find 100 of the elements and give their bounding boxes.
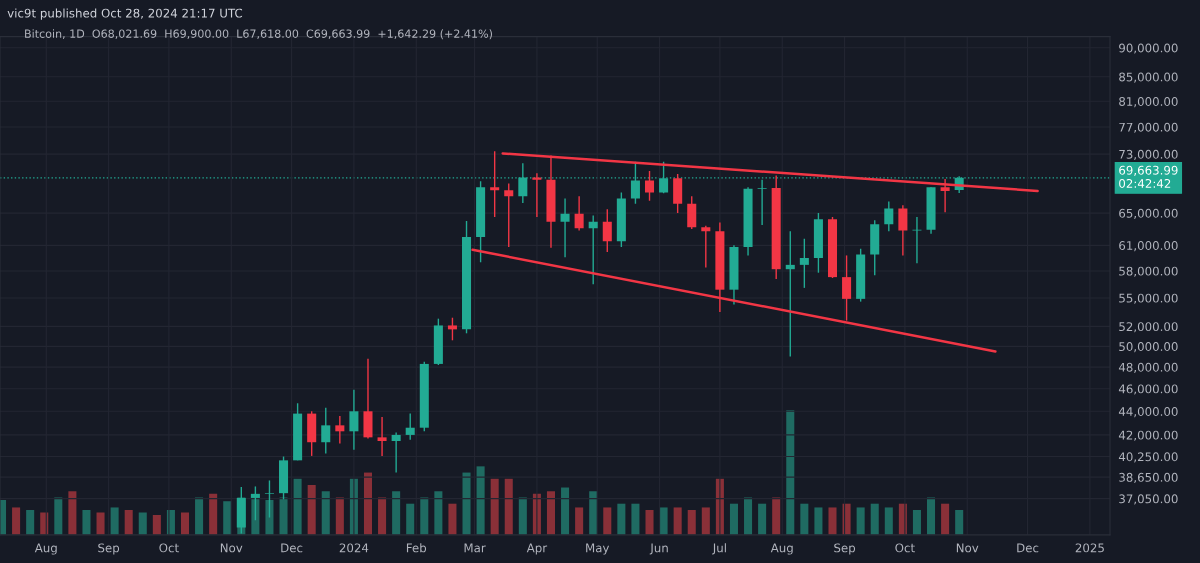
candlestick xyxy=(842,254,852,322)
bar xyxy=(476,466,485,535)
bar xyxy=(180,512,190,535)
bar xyxy=(223,501,232,535)
bar xyxy=(729,503,738,535)
y-tick-label: 85,000.00 xyxy=(1119,72,1178,83)
x-tick-label: Sep xyxy=(834,543,856,555)
bar xyxy=(110,507,119,535)
x-tick-label: Dec xyxy=(281,543,303,553)
bar xyxy=(26,509,35,535)
bar xyxy=(955,509,964,535)
bar xyxy=(307,485,316,535)
x-tick-label: 2024 xyxy=(339,543,369,553)
bar xyxy=(363,472,373,535)
bar xyxy=(814,507,823,535)
bar xyxy=(152,514,161,535)
bar xyxy=(279,497,288,535)
bar xyxy=(701,507,710,535)
candlestick xyxy=(349,389,359,451)
x-tick-label: Oct xyxy=(159,543,179,553)
y-tick-label: 40,250.00 xyxy=(1118,452,1178,463)
bar xyxy=(758,503,767,535)
bar xyxy=(927,497,936,535)
bar xyxy=(631,503,640,535)
candlestick xyxy=(644,170,655,202)
y-tick-label: 38,650.00 xyxy=(1119,472,1178,484)
candlestick xyxy=(490,150,500,218)
ref-line-label: 69,663.99 02:42:42 xyxy=(1119,165,1178,188)
bar xyxy=(321,491,330,535)
bar xyxy=(378,497,387,535)
x-tick-label: Feb xyxy=(406,543,427,553)
x-tick-label: Jun xyxy=(649,543,668,555)
bar xyxy=(589,491,598,535)
candlestick xyxy=(504,182,514,248)
candlestick xyxy=(701,225,711,269)
x-tick-label: Nov xyxy=(220,543,243,553)
x-tick-label: Dec xyxy=(1017,543,1039,553)
bar xyxy=(546,491,555,535)
y-tick-label: 61,000.00 xyxy=(1119,241,1178,252)
x-tick-label: Oct xyxy=(895,543,915,553)
bar xyxy=(744,497,753,535)
y-tick-label: 46,000.00 xyxy=(1118,384,1178,395)
bar xyxy=(96,512,105,535)
candlestick xyxy=(560,197,570,258)
y-tick-label: 37,050.00 xyxy=(1119,494,1178,505)
candlestick xyxy=(391,431,401,474)
y-tick-label: 65,000.00 xyxy=(1119,208,1178,219)
candlestick xyxy=(785,230,795,358)
bar xyxy=(138,512,147,535)
y-tick-label: 73,000.00 xyxy=(1119,149,1178,160)
candlestick xyxy=(799,238,809,289)
bar xyxy=(265,499,274,535)
chart-title: vic9t published Oct 28, 2024 21:17 UTC xyxy=(7,8,243,20)
y-tick-label: 90,000.00 xyxy=(1119,43,1178,54)
y-tick-label: 44,000.00 xyxy=(1118,407,1178,418)
bar xyxy=(392,491,401,535)
bar xyxy=(603,507,612,535)
bar xyxy=(406,503,415,535)
bar xyxy=(561,487,570,535)
x-tick-label: May xyxy=(586,543,610,555)
bar xyxy=(448,503,457,535)
chart-subtitle: Bitcoin, 1D O68,021.69 H69,900.00 L67,618.00 C69,663.99 +1,642.29 (+2.41%) xyxy=(25,29,492,40)
y-tick-label: 42,000.00 xyxy=(1118,430,1178,441)
bar xyxy=(462,472,471,535)
bar xyxy=(293,478,302,535)
bar xyxy=(828,507,837,535)
candlestick xyxy=(602,208,612,253)
bar xyxy=(124,509,133,535)
bar xyxy=(617,503,626,535)
y-tick-label: 58,000.00 xyxy=(1119,266,1178,277)
candlestick xyxy=(321,407,331,455)
bar xyxy=(504,478,513,535)
y-tick-label: 77,000.00 xyxy=(1119,122,1178,133)
bar xyxy=(772,497,781,535)
x-tick-label: Apr xyxy=(526,543,548,555)
x-tick-label: Mar xyxy=(464,543,486,553)
y-tick-label: 81,000.00 xyxy=(1119,97,1178,108)
candlestick xyxy=(532,172,542,218)
bar xyxy=(786,410,795,535)
bar xyxy=(884,507,893,535)
bar xyxy=(195,497,204,535)
candlestick xyxy=(574,195,584,232)
x-tick-label: Sep xyxy=(98,543,120,555)
bar xyxy=(673,507,682,535)
bar xyxy=(420,497,429,535)
candlestick xyxy=(405,412,415,441)
bar xyxy=(82,509,91,535)
bar xyxy=(575,507,584,535)
candlestick xyxy=(335,415,345,445)
candlestick xyxy=(377,416,387,457)
bar xyxy=(856,507,865,535)
bar xyxy=(54,497,63,535)
bar xyxy=(12,507,21,535)
y-tick-label: 48,000.00 xyxy=(1118,362,1178,373)
x-tick-label: Jul xyxy=(712,543,726,555)
y-tick-label: 52,000.00 xyxy=(1119,322,1178,333)
y-tick-label: 55,000.00 xyxy=(1119,293,1178,304)
y-tick-label: 50,000.00 xyxy=(1119,342,1178,353)
bar xyxy=(518,497,527,535)
candlestick xyxy=(884,200,894,233)
